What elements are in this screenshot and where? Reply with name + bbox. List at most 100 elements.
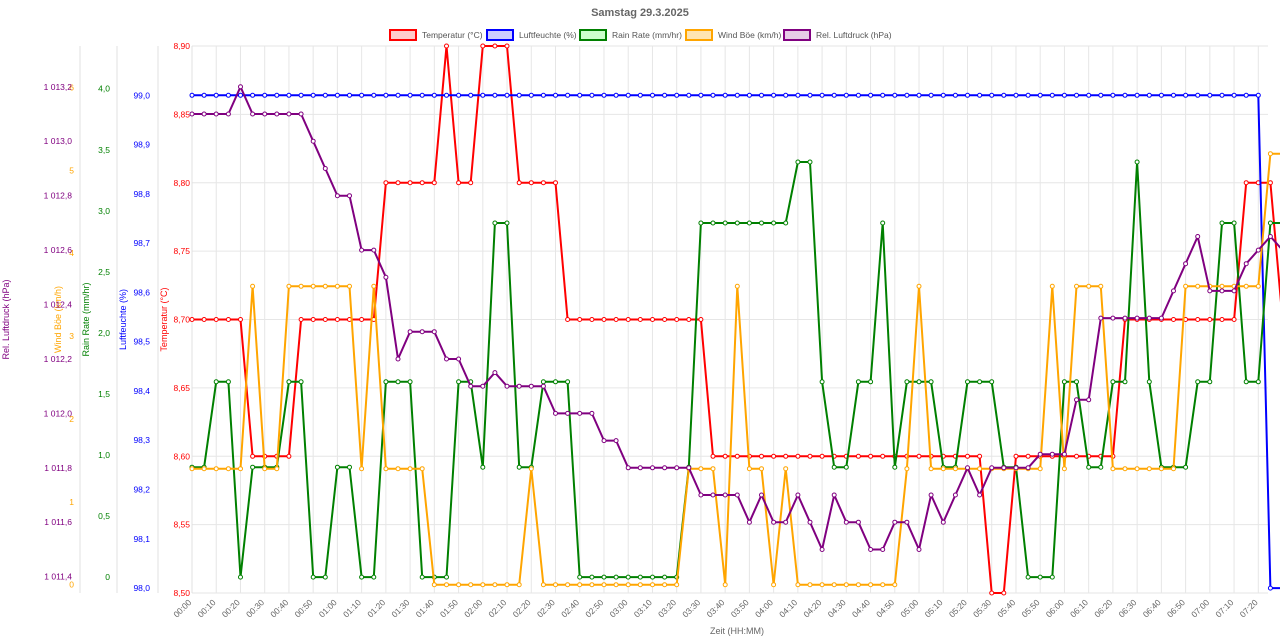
- data-point: [407, 92, 413, 98]
- data-point: [868, 379, 874, 385]
- y-tick-label-press: 1 011,8: [44, 463, 72, 473]
- data-point: [444, 582, 449, 588]
- data-point: [504, 220, 510, 226]
- data-point: [419, 329, 425, 335]
- data-point: [759, 220, 764, 226]
- data-point: [371, 283, 377, 289]
- data-point: [1146, 379, 1152, 385]
- data-point: [989, 379, 995, 385]
- y-tick-label-rain: 1,0: [98, 450, 110, 460]
- data-point: [286, 111, 292, 117]
- data-point: [238, 317, 243, 322]
- data-point: [347, 283, 352, 289]
- data-point: [347, 464, 352, 470]
- legend-item-hum[interactable]: Luftfeuchte (%): [486, 29, 577, 41]
- data-point: [819, 547, 825, 552]
- data-point: [892, 582, 898, 588]
- data-point: [431, 329, 437, 335]
- data-point: [395, 466, 401, 472]
- legend-item-wind[interactable]: Wind Böe (km/h): [685, 29, 781, 41]
- y-tick-label-press: 1 011,4: [44, 572, 72, 582]
- data-point: [1183, 464, 1189, 470]
- y-tick-label-hum: 98,3: [133, 435, 150, 445]
- data-point: [807, 519, 813, 525]
- data-point: [1134, 466, 1140, 472]
- legend[interactable]: Temperatur (°C) Luftfeuchte (%) Rain Rate …: [389, 29, 892, 41]
- y-tick-label-press: 1 013,2: [44, 82, 73, 92]
- data-point: [504, 92, 510, 98]
- data-point: [613, 582, 619, 588]
- data-point: [601, 582, 607, 588]
- data-point: [407, 466, 413, 472]
- data-point: [1037, 92, 1043, 98]
- data-point: [456, 92, 462, 98]
- data-point: [698, 220, 704, 226]
- data-point: [238, 84, 243, 90]
- y-axis-title-temp: Temperatur (°C): [159, 287, 169, 351]
- data-point: [347, 193, 352, 199]
- data-point: [916, 283, 922, 289]
- data-point: [262, 92, 268, 98]
- data-point: [710, 92, 716, 98]
- legend-item-rain[interactable]: Rain Rate (mm/hr): [579, 29, 682, 41]
- data-point: [468, 180, 474, 186]
- data-point: [1086, 397, 1092, 403]
- data-point: [492, 92, 498, 98]
- data-point: [1231, 288, 1237, 294]
- data-point: [1037, 574, 1043, 580]
- data-point: [686, 317, 692, 322]
- data-point: [589, 410, 595, 416]
- data-point: [807, 92, 813, 98]
- data-point: [250, 283, 256, 289]
- data-point: [710, 220, 716, 226]
- y-tick-label-temp: 8,75: [173, 246, 190, 256]
- data-point: [1158, 466, 1164, 472]
- data-point: [662, 317, 668, 322]
- data-point: [1146, 315, 1152, 321]
- data-point: [795, 453, 801, 459]
- data-point: [201, 317, 207, 322]
- data-point: [601, 317, 607, 322]
- data-point: [965, 465, 970, 471]
- data-point: [1122, 379, 1128, 385]
- data-point: [759, 92, 764, 98]
- data-point: [201, 92, 207, 98]
- data-point: [674, 582, 680, 588]
- data-point: [831, 92, 837, 98]
- data-point: [928, 492, 934, 498]
- data-point: [213, 466, 219, 472]
- data-point: [613, 574, 619, 580]
- data-point: [1255, 379, 1261, 385]
- data-point: [286, 92, 292, 98]
- data-point: [577, 92, 583, 98]
- data-point: [698, 92, 704, 98]
- data-point: [1110, 315, 1116, 321]
- data-point: [189, 466, 195, 472]
- data-point: [892, 464, 898, 470]
- series-press: [189, 84, 1280, 552]
- data-point: [601, 574, 607, 580]
- data-point: [225, 92, 231, 98]
- data-point: [819, 379, 825, 385]
- data-point: [1219, 317, 1225, 322]
- data-point: [989, 92, 995, 98]
- legend-item-press[interactable]: Rel. Luftdruck (hPa): [783, 29, 892, 41]
- data-point: [516, 464, 522, 470]
- data-point: [456, 379, 462, 385]
- data-point: [1231, 317, 1237, 322]
- data-point: [637, 574, 643, 580]
- data-point: [1171, 288, 1176, 294]
- data-point: [419, 180, 425, 186]
- data-point: [952, 92, 958, 98]
- data-point: [1207, 317, 1213, 322]
- y-tick-label-wind: 1: [69, 497, 74, 507]
- data-point: [1243, 283, 1249, 289]
- data-point: [674, 92, 680, 98]
- data-point: [262, 466, 268, 472]
- data-point: [1061, 92, 1067, 98]
- data-point: [1001, 590, 1007, 596]
- data-point: [359, 317, 365, 322]
- data-point: [940, 519, 946, 525]
- legend-item-temp[interactable]: Temperatur (°C): [389, 29, 483, 41]
